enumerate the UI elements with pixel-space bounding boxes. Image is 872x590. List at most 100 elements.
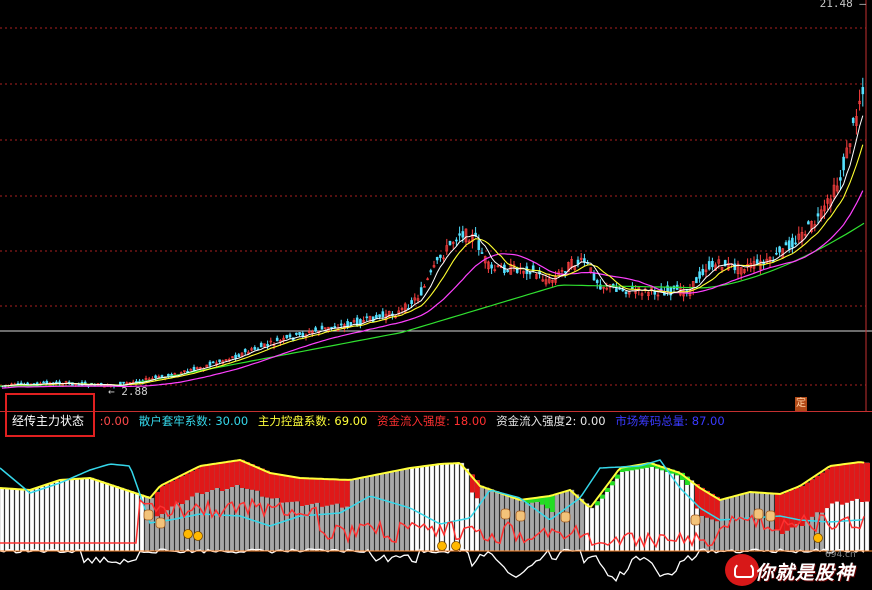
inflow-bar — [775, 493, 780, 530]
inflow-bar — [790, 490, 795, 528]
candle-body — [640, 293, 644, 296]
candle-body — [160, 375, 164, 378]
candle-body — [736, 263, 740, 275]
candle-body — [707, 261, 711, 270]
inflow-bar — [845, 464, 850, 503]
candle-body — [285, 334, 289, 339]
inflow-bar — [160, 486, 165, 514]
candle-body — [352, 320, 356, 323]
candle-body — [458, 233, 461, 236]
green-bar — [530, 498, 535, 503]
candle-body — [784, 242, 788, 246]
inflow-bar — [270, 473, 275, 499]
candle-body — [861, 87, 865, 95]
candle-body — [506, 270, 509, 273]
inflow-bar — [785, 492, 790, 531]
candle-body — [439, 254, 442, 258]
green-bar — [655, 464, 660, 469]
indicator-bar — [44, 484, 50, 552]
candle-body — [547, 278, 551, 283]
inflow-bar — [695, 484, 700, 509]
inflow-bar — [705, 491, 710, 518]
inflow-bar — [315, 478, 320, 503]
indicator-bar — [79, 478, 85, 552]
main-price-chart[interactable] — [0, 0, 872, 412]
indicator-bar — [74, 478, 80, 552]
candle-body — [330, 326, 333, 329]
gold-coin-icon — [183, 529, 193, 539]
candle-body — [435, 257, 439, 261]
indicator-bar — [84, 478, 90, 552]
indicator-bar — [514, 498, 520, 552]
candle-body — [717, 259, 721, 264]
candle-body — [823, 205, 826, 212]
indicator-bar — [604, 487, 610, 552]
green-bar — [645, 463, 650, 468]
candle-body — [410, 300, 413, 304]
candle-body — [259, 342, 263, 348]
inflow-bar — [865, 462, 870, 502]
inflow-bar — [340, 479, 345, 508]
inflow-bar — [820, 472, 825, 513]
candle-body — [314, 327, 317, 332]
inflow-bar — [295, 477, 300, 502]
indicator-bar — [424, 465, 430, 552]
indicator-bar — [49, 483, 55, 552]
gold-coin-icon — [193, 531, 203, 541]
candle-body — [509, 263, 513, 275]
inflow-bar — [240, 460, 245, 488]
bull-logo-icon — [725, 554, 759, 586]
indicator-value-chouma: 市场筹码总量: 87.00 — [615, 414, 725, 428]
inflow-bar — [275, 473, 280, 499]
indicator-bar — [749, 491, 755, 552]
inflow-bar — [290, 476, 295, 502]
inflow-bar — [195, 468, 200, 493]
candle-body — [400, 308, 404, 310]
indicator-bar — [729, 497, 735, 552]
candle-body — [787, 240, 791, 250]
indicator-value-zijin: 资金流入强度: 18.00 — [377, 414, 487, 428]
inflow-bar — [860, 462, 865, 502]
indicator-line-kongpan — [0, 458, 865, 508]
candle-body — [797, 233, 801, 240]
inflow-bar — [310, 478, 315, 504]
green-bar — [610, 481, 615, 486]
inflow-bar — [850, 463, 855, 501]
candle-body — [442, 257, 445, 260]
candle-body — [599, 284, 602, 290]
ma-line-short — [1, 144, 864, 387]
indicator-bar — [569, 489, 575, 552]
candle-body — [477, 240, 481, 250]
candle-body — [45, 381, 49, 384]
candle-body — [375, 314, 378, 319]
indicator-bar — [144, 496, 150, 552]
inflow-bar — [280, 474, 285, 503]
candle-body — [647, 291, 650, 297]
candle-body — [298, 332, 301, 335]
candle-body — [432, 265, 436, 268]
green-bar — [600, 494, 605, 499]
ding-badge[interactable]: 定 — [795, 397, 807, 411]
indicator-bar — [59, 479, 65, 552]
candle-body — [605, 287, 609, 290]
candle-body — [765, 258, 769, 263]
indicator-bar — [764, 492, 770, 552]
indicator-name[interactable]: 经传主力状态 — [12, 414, 85, 428]
candle-body — [496, 265, 500, 268]
candle-body — [541, 279, 545, 282]
candle-body — [381, 311, 385, 318]
candle-body — [403, 303, 407, 313]
inflow-bar — [700, 488, 705, 516]
indicator-bar — [734, 495, 740, 552]
green-bar — [595, 501, 600, 506]
inflow-bar — [805, 482, 810, 522]
indicator-bar — [54, 481, 60, 552]
candle-body — [154, 375, 157, 379]
candle-body — [387, 311, 391, 318]
inflow-bar — [250, 464, 255, 490]
gold-coin-icon — [813, 533, 823, 543]
indicator-line-zijin — [0, 497, 865, 549]
indicator-chart[interactable] — [0, 428, 872, 590]
candle-body — [845, 147, 849, 159]
inflow-bar — [215, 463, 220, 488]
